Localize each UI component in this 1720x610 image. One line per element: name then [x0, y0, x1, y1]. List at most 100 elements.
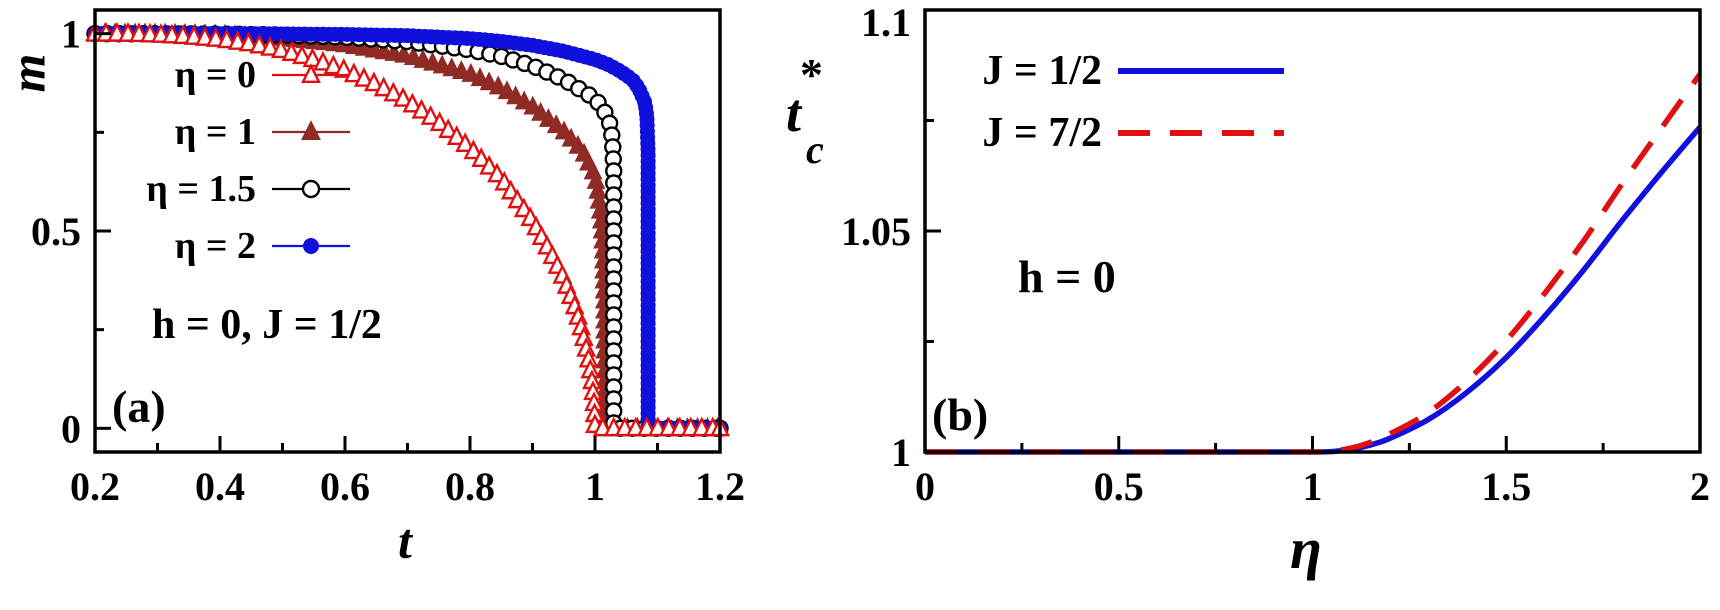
x-tick-label: 0.4	[195, 464, 245, 509]
ylabel-b-sub: c	[806, 127, 824, 172]
x-tick-label: 2	[1690, 464, 1710, 509]
triangle-filled-marker	[514, 90, 534, 110]
triangle-open-marker	[463, 139, 484, 160]
legend-b: J = 1/2 J = 7/2	[952, 40, 1286, 164]
triangle-filled-marker	[394, 43, 414, 63]
triangle-filled-marker	[546, 114, 566, 134]
legend-sample	[1118, 68, 1284, 74]
triangle-open-marker	[227, 29, 248, 50]
triangle-filled-marker	[506, 85, 526, 105]
triangle-open-marker	[333, 57, 354, 78]
y-tick-label: 1	[61, 12, 81, 57]
legend-a: η = 0 η = 1 η = 1.5 η = 2	[138, 46, 352, 274]
triangle-filled-marker	[423, 51, 443, 71]
xlabel-b: η	[1290, 516, 1322, 581]
triangle-filled-marker	[432, 54, 452, 74]
triangle-open-marker	[216, 28, 237, 49]
triangle-filled-marker	[403, 46, 423, 66]
triangle-open-marker	[292, 44, 312, 65]
legend-sample	[272, 119, 350, 140]
annotation-a: h = 0, J = 1/2	[152, 302, 382, 348]
x-tick-label: 1.5	[1481, 464, 1531, 509]
y-tick-label: 1.1	[861, 0, 911, 45]
triangle-filled-marker	[413, 48, 433, 68]
legend-label: J = 1/2	[982, 48, 1102, 94]
triangle-filled-marker	[497, 80, 517, 100]
legend-sample	[272, 237, 350, 254]
triangle-open-marker	[301, 62, 321, 83]
triangle-open-marker	[260, 35, 281, 56]
triangle-filled-marker	[531, 101, 551, 121]
x-tick-label: 0.8	[445, 464, 495, 509]
y-tick-label: 0	[61, 406, 81, 451]
x-tick-label: 0.6	[320, 464, 370, 509]
tick-labels-a: 0.2 0.4 0.6 0.8 1 1.2 0 0.5 1	[31, 12, 745, 509]
triangle-open-marker	[194, 26, 215, 46]
y-tick-label: 1.05	[841, 209, 911, 254]
triangle-open-marker	[393, 86, 413, 107]
triangle-open-marker	[183, 25, 204, 45]
circle-open-marker	[301, 179, 321, 198]
triangle-filled-marker	[470, 67, 490, 87]
triangle-open-marker	[438, 118, 459, 139]
panel-label-b: (b)	[932, 389, 989, 440]
triangle-filled-marker	[488, 75, 508, 95]
legend-label: J = 7/2	[982, 110, 1102, 156]
legend-item: J = 1/2	[952, 40, 1286, 102]
legend-item: η = 2	[138, 217, 352, 274]
triangle-filled-marker	[384, 42, 404, 61]
triangle-open-marker	[383, 81, 404, 102]
triangle-open-marker	[411, 98, 432, 119]
triangle-open-marker	[402, 92, 423, 113]
y-tick-label: 1	[891, 430, 911, 475]
tick-labels-b: 0 0.5 1 1.5 2 1 1.05 1.1	[841, 0, 1710, 509]
x-tick-label: 1	[585, 464, 605, 509]
x-tick-label: 1	[1303, 464, 1323, 509]
triangle-open-marker	[249, 33, 270, 54]
triangle-filled-marker	[374, 40, 394, 60]
triangle-open-marker	[429, 111, 450, 132]
ylabel-b-main: t	[786, 83, 802, 143]
triangle-open-marker	[281, 41, 302, 62]
legend-item: η = 1.5	[138, 160, 352, 217]
triangle-filled-marker	[301, 119, 321, 140]
triangle-open-marker	[471, 147, 492, 167]
triangle-filled-marker	[364, 38, 384, 58]
legend-label: η = 0	[174, 53, 256, 96]
triangle-open-marker	[455, 132, 476, 153]
legend-item: J = 7/2	[952, 102, 1286, 164]
triangle-open-marker	[420, 104, 441, 125]
triangle-filled-marker	[479, 71, 499, 91]
y-tick-label: 0.5	[31, 209, 81, 254]
triangle-open-marker	[313, 50, 333, 71]
x-tick-label: 0.2	[70, 464, 120, 509]
legend-item: η = 0	[138, 46, 352, 103]
triangle-filled-marker	[523, 95, 543, 115]
triangle-open-marker	[363, 71, 384, 92]
triangle-filled-marker	[538, 108, 558, 127]
ylabel-b-sup: *	[800, 49, 823, 100]
triangle-open-marker	[446, 125, 467, 146]
ticks-a	[93, 32, 722, 452]
triangle-open-marker	[323, 54, 344, 75]
annotation-b: h = 0	[1018, 251, 1116, 302]
triangle-open-marker	[173, 24, 193, 45]
ticks-b	[923, 8, 1702, 454]
triangle-open-marker	[487, 162, 507, 183]
triangle-open-marker	[343, 62, 364, 83]
legend-item: η = 1	[138, 103, 352, 160]
triangle-open-marker	[479, 154, 500, 175]
triangle-open-marker	[353, 66, 374, 87]
legend-sample	[272, 179, 350, 198]
triangle-open-marker	[205, 27, 226, 47]
legend-label: η = 1.5	[146, 167, 256, 210]
circle-filled-marker	[303, 237, 319, 254]
panel-label-a: (a)	[112, 381, 166, 432]
triangle-open-marker	[238, 31, 259, 52]
triangle-filled-marker	[451, 60, 471, 79]
x-tick-label: 1.2	[695, 464, 745, 509]
series-group-a	[85, 21, 730, 438]
triangle-filled-marker	[442, 57, 462, 77]
